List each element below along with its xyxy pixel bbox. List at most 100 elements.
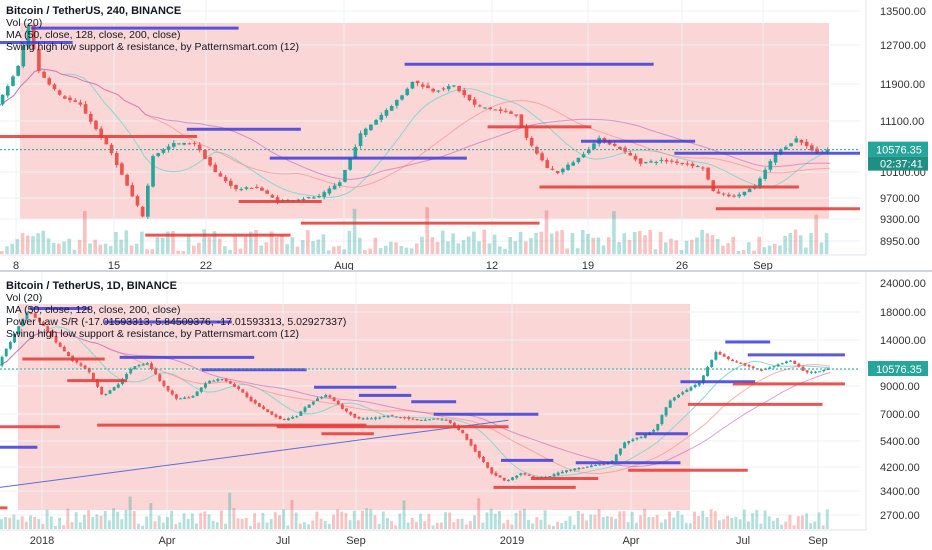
candle-body: [37, 48, 41, 72]
volume-bar: [805, 513, 809, 529]
volume-bar: [715, 239, 720, 254]
volume-bar: [705, 517, 709, 529]
volume-bar: [674, 240, 679, 254]
volume-bar: [705, 233, 710, 254]
time-tick-label: Sep: [753, 260, 773, 272]
volume-bar: [409, 248, 414, 254]
volume-bar: [586, 233, 590, 254]
candle-body: [384, 110, 389, 116]
candle-body: [419, 419, 423, 421]
volume-bar: [95, 514, 99, 529]
candle-body: [423, 419, 427, 421]
candle-body: [114, 152, 119, 166]
volume-bar: [596, 237, 601, 254]
candle-body: [11, 76, 15, 86]
candle-body: [737, 194, 742, 197]
volume-bar: [427, 514, 431, 529]
candle-body: [108, 390, 112, 394]
volume-bar: [171, 231, 175, 254]
candle-body: [726, 356, 730, 360]
candle-body: [426, 85, 430, 89]
volume-bar: [472, 231, 476, 254]
candle-body: [125, 374, 129, 379]
volume-bar: [473, 515, 477, 529]
volume-bar: [492, 234, 497, 254]
volume-bar: [41, 524, 45, 529]
candle-body: [54, 336, 58, 343]
candle-body: [109, 144, 114, 154]
volume-bar: [742, 509, 746, 529]
price-tick-label: 3400.00: [880, 486, 920, 498]
candle-body: [493, 109, 498, 111]
volume-bar: [653, 249, 658, 254]
candle-body: [810, 145, 814, 151]
time-tick-label: 8: [13, 260, 19, 272]
volume-bar: [446, 241, 450, 254]
volume-bar: [508, 237, 513, 254]
candle-body: [358, 133, 363, 146]
volume-bar: [655, 514, 659, 529]
time-axis[interactable]: 8 15 22 Aug 12 19 26 Sep: [0, 254, 866, 272]
volume-bar: [643, 508, 647, 529]
volume-bar: [83, 211, 87, 254]
price-axis[interactable]: 24000.00 18000.00 14000.00 9000.00 7000.00 54…: [865, 272, 928, 530]
candle-body: [249, 396, 253, 402]
candle-body: [21, 318, 25, 327]
candle-body: [659, 159, 664, 161]
volume-bar: [249, 525, 252, 529]
volume-bar: [295, 246, 300, 254]
time-axis[interactable]: 2018 Apr Jul Sep 2019 Apr Jul Sep: [0, 529, 866, 547]
volume-bar: [570, 233, 575, 254]
candle-body: [179, 398, 182, 400]
price-tick-label: 2700.00: [880, 510, 920, 522]
candle-body: [545, 160, 550, 169]
price-axis[interactable]: 13500.0012700.0011900.0011100.0010100.00…: [865, 0, 928, 255]
candle-body: [710, 359, 714, 367]
candle-body: [395, 99, 399, 106]
candle-body: [628, 152, 633, 156]
volume-bar: [12, 514, 16, 529]
candle-body: [594, 465, 597, 467]
volume-bar: [49, 516, 53, 529]
volume-bar: [344, 512, 348, 529]
candle-body: [556, 472, 560, 476]
volume-bar: [16, 519, 20, 529]
volume-bar: [356, 520, 360, 529]
volume-bar: [539, 231, 544, 254]
candle-body: [431, 88, 435, 92]
candle-body: [415, 419, 419, 421]
volume-bar: [514, 512, 518, 529]
candle-body: [405, 88, 410, 96]
volume-bar: [606, 237, 611, 254]
volume-bar: [321, 234, 326, 254]
candle-body: [758, 178, 762, 187]
candle-body: [706, 367, 710, 377]
volume-bar: [461, 240, 466, 254]
volume-bar: [307, 524, 311, 529]
candle-body: [42, 71, 46, 78]
volume-bar: [326, 250, 331, 254]
candle-body: [378, 417, 382, 419]
candle-body: [369, 418, 373, 420]
chart-panel-1d[interactable]: 24000.00 18000.00 14000.00 9000.00 7000.00 54…: [0, 272, 928, 547]
volume-bar: [132, 510, 136, 529]
candle-body: [254, 186, 259, 188]
candle-body: [735, 361, 739, 363]
candle-body: [656, 423, 660, 431]
volume-bar: [116, 511, 120, 529]
volume-bar: [381, 511, 385, 529]
candle-body: [415, 80, 420, 84]
volume-bar: [31, 235, 35, 254]
chart-panel-4h[interactable]: 13500.0012700.0011900.0011100.0010100.00…: [0, 0, 928, 272]
candle-body: [316, 398, 319, 401]
candle-body: [363, 128, 368, 135]
volume-bar: [809, 233, 813, 254]
volume-bar: [342, 249, 347, 254]
candle-body: [815, 148, 819, 154]
volume-bar: [377, 523, 381, 529]
volume-bar: [37, 518, 41, 529]
candle-body: [410, 81, 415, 89]
